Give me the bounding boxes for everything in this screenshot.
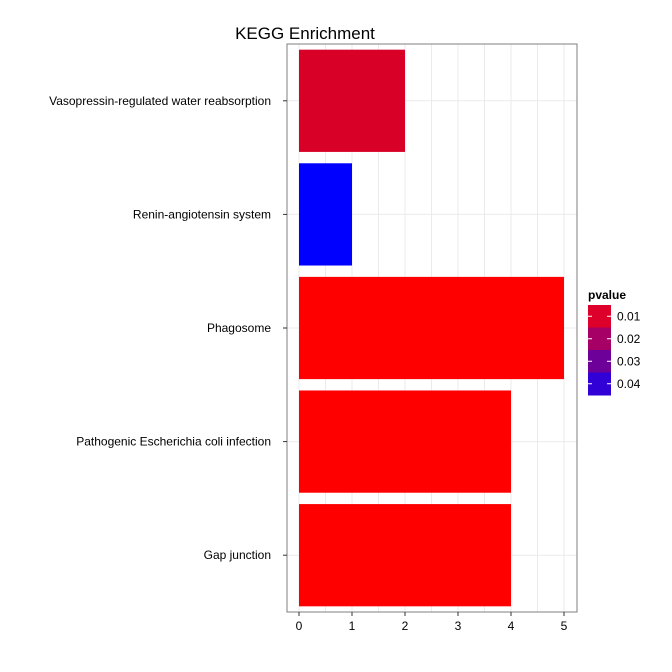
bar [299, 504, 511, 607]
y-tick-label: Pathogenic Escherichia coli infection [76, 435, 271, 449]
y-tick-label: Phagosome [207, 321, 271, 335]
x-axis: 0 1 2 3 4 5 [296, 612, 568, 633]
x-tick-label: 0 [296, 619, 303, 633]
x-tick-label: 3 [455, 619, 462, 633]
x-tick-label: 2 [402, 619, 409, 633]
legend-color-segment [588, 305, 611, 328]
legend-label: 0.02 [617, 332, 641, 346]
legend-title: pvalue [588, 288, 626, 302]
y-tick-label: Gap junction [204, 548, 271, 562]
bar [299, 390, 511, 493]
bar [299, 276, 564, 380]
y-axis: Vasopressin-regulated water reabsorption… [49, 94, 287, 562]
x-tick-label: 1 [349, 619, 356, 633]
bars [299, 49, 564, 607]
legend: pvalue 0.01 0.02 0.03 0.04 [588, 288, 641, 396]
x-tick-label: 4 [508, 619, 515, 633]
bar [299, 49, 405, 152]
x-tick-label: 5 [561, 619, 568, 633]
legend-label: 0.04 [617, 377, 641, 391]
y-tick-label: Vasopressin-regulated water reabsorption [49, 94, 271, 108]
bar [299, 163, 352, 266]
legend-color-segment [588, 350, 611, 373]
legend-color-segment [588, 327, 611, 351]
legend-color-segment [588, 372, 611, 396]
legend-label: 0.03 [617, 354, 641, 368]
y-tick-label: Renin-angiotensin system [133, 207, 271, 221]
legend-label: 0.01 [617, 309, 641, 323]
chart-title: KEGG Enrichment [235, 24, 375, 43]
